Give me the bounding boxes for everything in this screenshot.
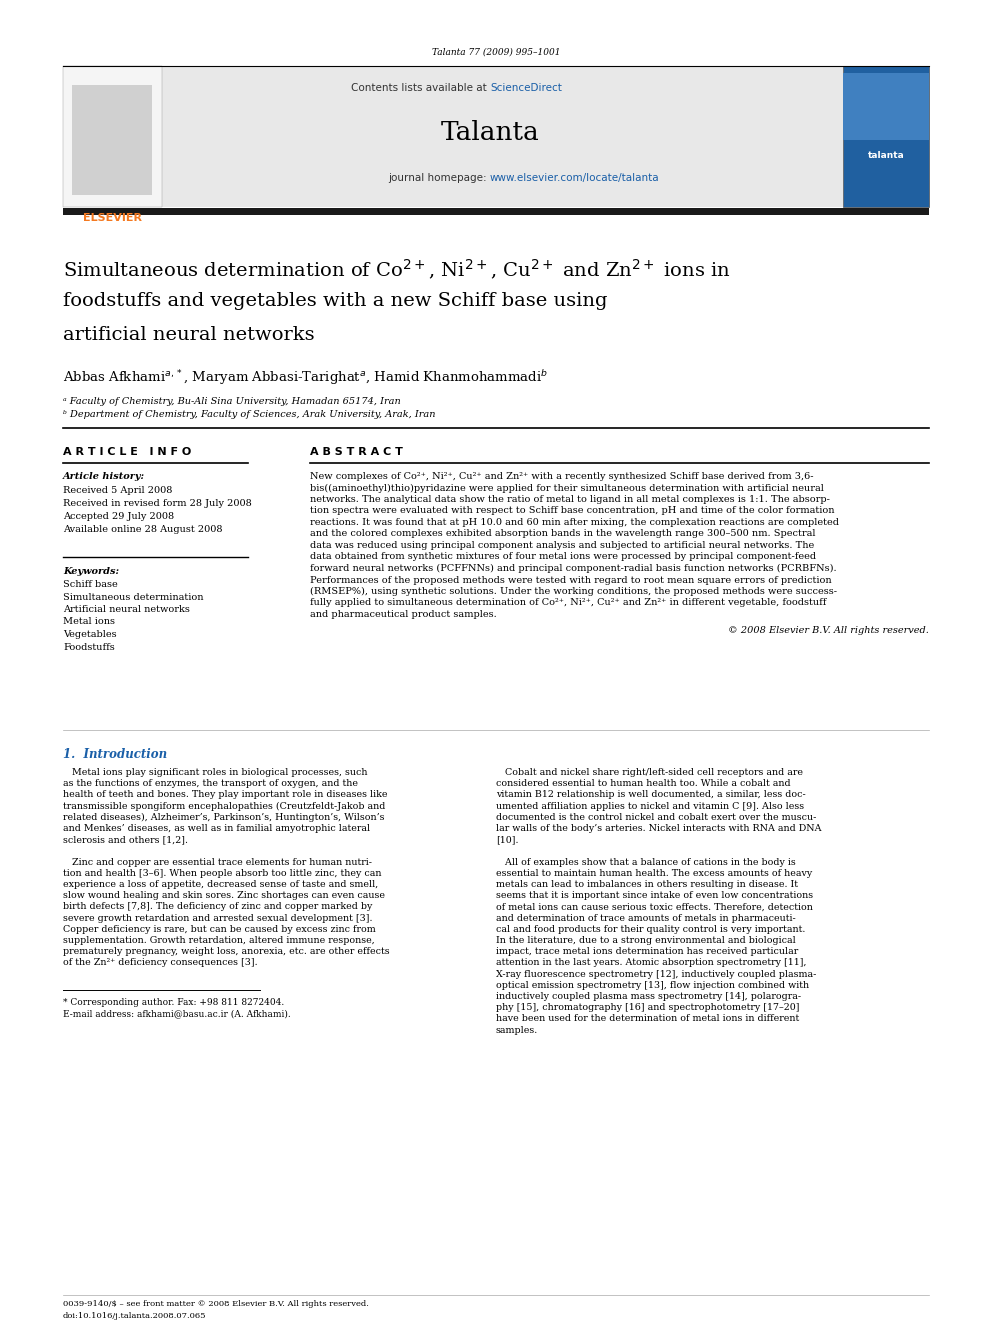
Text: forward neural networks (PCFFNNs) and principal component-radial basis function : forward neural networks (PCFFNNs) and pr… xyxy=(310,564,836,573)
Bar xyxy=(63,66,162,206)
Text: health of teeth and bones. They play important role in diseases like: health of teeth and bones. They play imp… xyxy=(63,790,388,799)
Text: Cobalt and nickel share right/left-sided cell receptors and are: Cobalt and nickel share right/left-sided… xyxy=(496,767,803,777)
Text: fully applied to simultaneous determination of Co²⁺, Ni²⁺, Cu²⁺ and Zn²⁺ in diff: fully applied to simultaneous determinat… xyxy=(310,598,826,607)
Text: Available online 28 August 2008: Available online 28 August 2008 xyxy=(63,525,222,534)
Text: and pharmaceutical product samples.: and pharmaceutical product samples. xyxy=(310,610,497,619)
Text: * Corresponding author. Fax: +98 811 8272404.: * Corresponding author. Fax: +98 811 827… xyxy=(63,998,285,1007)
Text: A R T I C L E   I N F O: A R T I C L E I N F O xyxy=(63,447,191,456)
Text: Performances of the proposed methods were tested with regard to root mean square: Performances of the proposed methods wer… xyxy=(310,576,831,585)
Bar xyxy=(162,66,843,206)
Text: tion and health [3–6]. When people absorb too little zinc, they can: tion and health [3–6]. When people absor… xyxy=(63,869,382,877)
Text: cal and food products for their quality control is very important.: cal and food products for their quality … xyxy=(496,925,806,934)
Text: essential to maintain human health. The excess amounts of heavy: essential to maintain human health. The … xyxy=(496,869,812,877)
Bar xyxy=(843,66,929,206)
Text: [10].: [10]. xyxy=(496,835,519,844)
Text: of the Zn²⁺ deficiency consequences [3].: of the Zn²⁺ deficiency consequences [3]. xyxy=(63,958,258,967)
Text: ELSEVIER: ELSEVIER xyxy=(83,213,143,224)
Text: prematurely pregnancy, weight loss, anorexia, etc. are other effects: prematurely pregnancy, weight loss, anor… xyxy=(63,947,390,957)
Text: Simultaneous determination of Co$^{2+}$, Ni$^{2+}$, Cu$^{2+}$ and Zn$^{2+}$ ions: Simultaneous determination of Co$^{2+}$,… xyxy=(63,258,731,282)
Text: foodstuffs and vegetables with a new Schiff base using: foodstuffs and vegetables with a new Sch… xyxy=(63,292,607,310)
Text: Simultaneous determination: Simultaneous determination xyxy=(63,593,203,602)
Text: as the functions of enzymes, the transport of oxygen, and the: as the functions of enzymes, the transpo… xyxy=(63,779,358,789)
Text: metals can lead to imbalances in others resulting in disease. It: metals can lead to imbalances in others … xyxy=(496,880,798,889)
Text: transmissible spongiform encephalopathies (Creutzfeldt-Jakob and: transmissible spongiform encephalopathie… xyxy=(63,802,385,811)
Text: considered essential to human health too. While a cobalt and: considered essential to human health too… xyxy=(496,779,791,789)
Text: inductively coupled plasma mass spectrometry [14], polarogra-: inductively coupled plasma mass spectrom… xyxy=(496,992,802,1002)
Text: www.elsevier.com/locate/talanta: www.elsevier.com/locate/talanta xyxy=(490,173,660,183)
Text: and the colored complexes exhibited absorption bands in the wavelength range 300: and the colored complexes exhibited abso… xyxy=(310,529,815,538)
Text: Abbas Afkhami$^{a,*}$, Maryam Abbasi-Tarighat$^{a}$, Hamid Khanmohammadi$^{b}$: Abbas Afkhami$^{a,*}$, Maryam Abbasi-Tar… xyxy=(63,368,548,386)
Text: Artificial neural networks: Artificial neural networks xyxy=(63,605,189,614)
Text: talanta: talanta xyxy=(868,151,905,160)
Bar xyxy=(843,73,929,140)
Text: networks. The analytical data show the ratio of metal to ligand in all metal com: networks. The analytical data show the r… xyxy=(310,495,830,504)
Text: Keywords:: Keywords: xyxy=(63,568,119,576)
Text: supplementation. Growth retardation, altered immune response,: supplementation. Growth retardation, alt… xyxy=(63,935,375,945)
Text: E-mail address: afkhami@basu.ac.ir (A. Afkhami).: E-mail address: afkhami@basu.ac.ir (A. A… xyxy=(63,1009,291,1019)
Text: Accepted 29 July 2008: Accepted 29 July 2008 xyxy=(63,512,175,521)
Text: data obtained from synthetic mixtures of four metal ions were processed by princ: data obtained from synthetic mixtures of… xyxy=(310,553,816,561)
Text: Foodstuffs: Foodstuffs xyxy=(63,643,115,651)
Text: related diseases), Alzheimer’s, Parkinson’s, Huntington’s, Wilson’s: related diseases), Alzheimer’s, Parkinso… xyxy=(63,812,385,822)
Text: Metal ions: Metal ions xyxy=(63,618,115,627)
Text: All of examples show that a balance of cations in the body is: All of examples show that a balance of c… xyxy=(496,857,796,867)
Text: attention in the last years. Atomic absorption spectrometry [11],: attention in the last years. Atomic abso… xyxy=(496,958,806,967)
Bar xyxy=(63,208,929,216)
Text: Talanta: Talanta xyxy=(440,120,540,146)
Text: Schiff base: Schiff base xyxy=(63,579,118,589)
Text: New complexes of Co²⁺, Ni²⁺, Cu²⁺ and Zn²⁺ with a recently synthesized Schiff ba: New complexes of Co²⁺, Ni²⁺, Cu²⁺ and Zn… xyxy=(310,472,813,482)
Text: Metal ions play significant roles in biological processes, such: Metal ions play significant roles in bio… xyxy=(63,767,367,777)
Text: slow wound healing and skin sores. Zinc shortages can even cause: slow wound healing and skin sores. Zinc … xyxy=(63,892,385,900)
Text: reactions. It was found that at pH 10.0 and 60 min after mixing, the complexatio: reactions. It was found that at pH 10.0 … xyxy=(310,519,839,527)
Text: Vegetables: Vegetables xyxy=(63,630,117,639)
Text: (RMSEP%), using synthetic solutions. Under the working conditions, the proposed : (RMSEP%), using synthetic solutions. Und… xyxy=(310,587,837,597)
Text: artificial neural networks: artificial neural networks xyxy=(63,325,314,344)
Text: samples.: samples. xyxy=(496,1025,539,1035)
Text: ᵇ Department of Chemistry, Faculty of Sciences, Arak University, Arak, Iran: ᵇ Department of Chemistry, Faculty of Sc… xyxy=(63,410,435,419)
Text: Copper deficiency is rare, but can be caused by excess zinc from: Copper deficiency is rare, but can be ca… xyxy=(63,925,376,934)
Text: vitamin B12 relationship is well documented, a similar, less doc-: vitamin B12 relationship is well documen… xyxy=(496,790,806,799)
Text: and determination of trace amounts of metals in pharmaceuti-: and determination of trace amounts of me… xyxy=(496,914,796,922)
Text: Received 5 April 2008: Received 5 April 2008 xyxy=(63,486,173,495)
Text: In the literature, due to a strong environmental and biological: In the literature, due to a strong envir… xyxy=(496,935,796,945)
Text: Article history:: Article history: xyxy=(63,472,145,482)
Text: umented affiliation applies to nickel and vitamin C [9]. Also less: umented affiliation applies to nickel an… xyxy=(496,802,805,811)
Text: impact, trace metal ions determination has received particular: impact, trace metal ions determination h… xyxy=(496,947,799,957)
Text: 0039-9140/$ – see front matter © 2008 Elsevier B.V. All rights reserved.: 0039-9140/$ – see front matter © 2008 El… xyxy=(63,1301,369,1308)
Text: data was reduced using principal component analysis and subjected to artificial : data was reduced using principal compone… xyxy=(310,541,814,550)
Text: and Menkes’ diseases, as well as in familial amyotrophic lateral: and Menkes’ diseases, as well as in fami… xyxy=(63,824,370,833)
Text: X-ray fluorescence spectrometry [12], inductively coupled plasma-: X-ray fluorescence spectrometry [12], in… xyxy=(496,970,816,979)
Text: have been used for the determination of metal ions in different: have been used for the determination of … xyxy=(496,1015,800,1024)
Text: seems that it is important since intake of even low concentrations: seems that it is important since intake … xyxy=(496,892,813,900)
Text: lar walls of the body’s arteries. Nickel interacts with RNA and DNA: lar walls of the body’s arteries. Nickel… xyxy=(496,824,821,833)
Text: optical emission spectrometry [13], flow injection combined with: optical emission spectrometry [13], flow… xyxy=(496,980,809,990)
Text: ScienceDirect: ScienceDirect xyxy=(490,83,561,93)
Text: severe growth retardation and arrested sexual development [3].: severe growth retardation and arrested s… xyxy=(63,914,373,922)
Text: Talanta 77 (2009) 995–1001: Talanta 77 (2009) 995–1001 xyxy=(432,48,560,57)
Text: ᵃ Faculty of Chemistry, Bu-Ali Sina University, Hamadan 65174, Iran: ᵃ Faculty of Chemistry, Bu-Ali Sina Univ… xyxy=(63,397,401,406)
Text: documented is the control nickel and cobalt exert over the muscu-: documented is the control nickel and cob… xyxy=(496,812,816,822)
Text: Received in revised form 28 July 2008: Received in revised form 28 July 2008 xyxy=(63,499,252,508)
Bar xyxy=(72,85,152,194)
Text: journal homepage:: journal homepage: xyxy=(388,173,490,183)
Text: 1.  Introduction: 1. Introduction xyxy=(63,747,167,761)
Text: phy [15], chromatography [16] and spectrophotometry [17–20]: phy [15], chromatography [16] and spectr… xyxy=(496,1003,800,1012)
Text: tion spectra were evaluated with respect to Schiff base concentration, pH and ti: tion spectra were evaluated with respect… xyxy=(310,507,834,516)
Text: experience a loss of appetite, decreased sense of taste and smell,: experience a loss of appetite, decreased… xyxy=(63,880,378,889)
Text: doi:10.1016/j.talanta.2008.07.065: doi:10.1016/j.talanta.2008.07.065 xyxy=(63,1312,206,1320)
Text: birth defects [7,8]. The deficiency of zinc and copper marked by: birth defects [7,8]. The deficiency of z… xyxy=(63,902,372,912)
Text: © 2008 Elsevier B.V. All rights reserved.: © 2008 Elsevier B.V. All rights reserved… xyxy=(728,627,929,635)
Text: A B S T R A C T: A B S T R A C T xyxy=(310,447,403,456)
Text: of metal ions can cause serious toxic effects. Therefore, detection: of metal ions can cause serious toxic ef… xyxy=(496,902,812,912)
Text: bis((aminoethyl)thio)pyridazine were applied for their simultaneous determinatio: bis((aminoethyl)thio)pyridazine were app… xyxy=(310,483,824,492)
Text: Zinc and copper are essential trace elements for human nutri-: Zinc and copper are essential trace elem… xyxy=(63,857,372,867)
Text: Contents lists available at: Contents lists available at xyxy=(351,83,490,93)
Text: sclerosis and others [1,2].: sclerosis and others [1,2]. xyxy=(63,835,188,844)
